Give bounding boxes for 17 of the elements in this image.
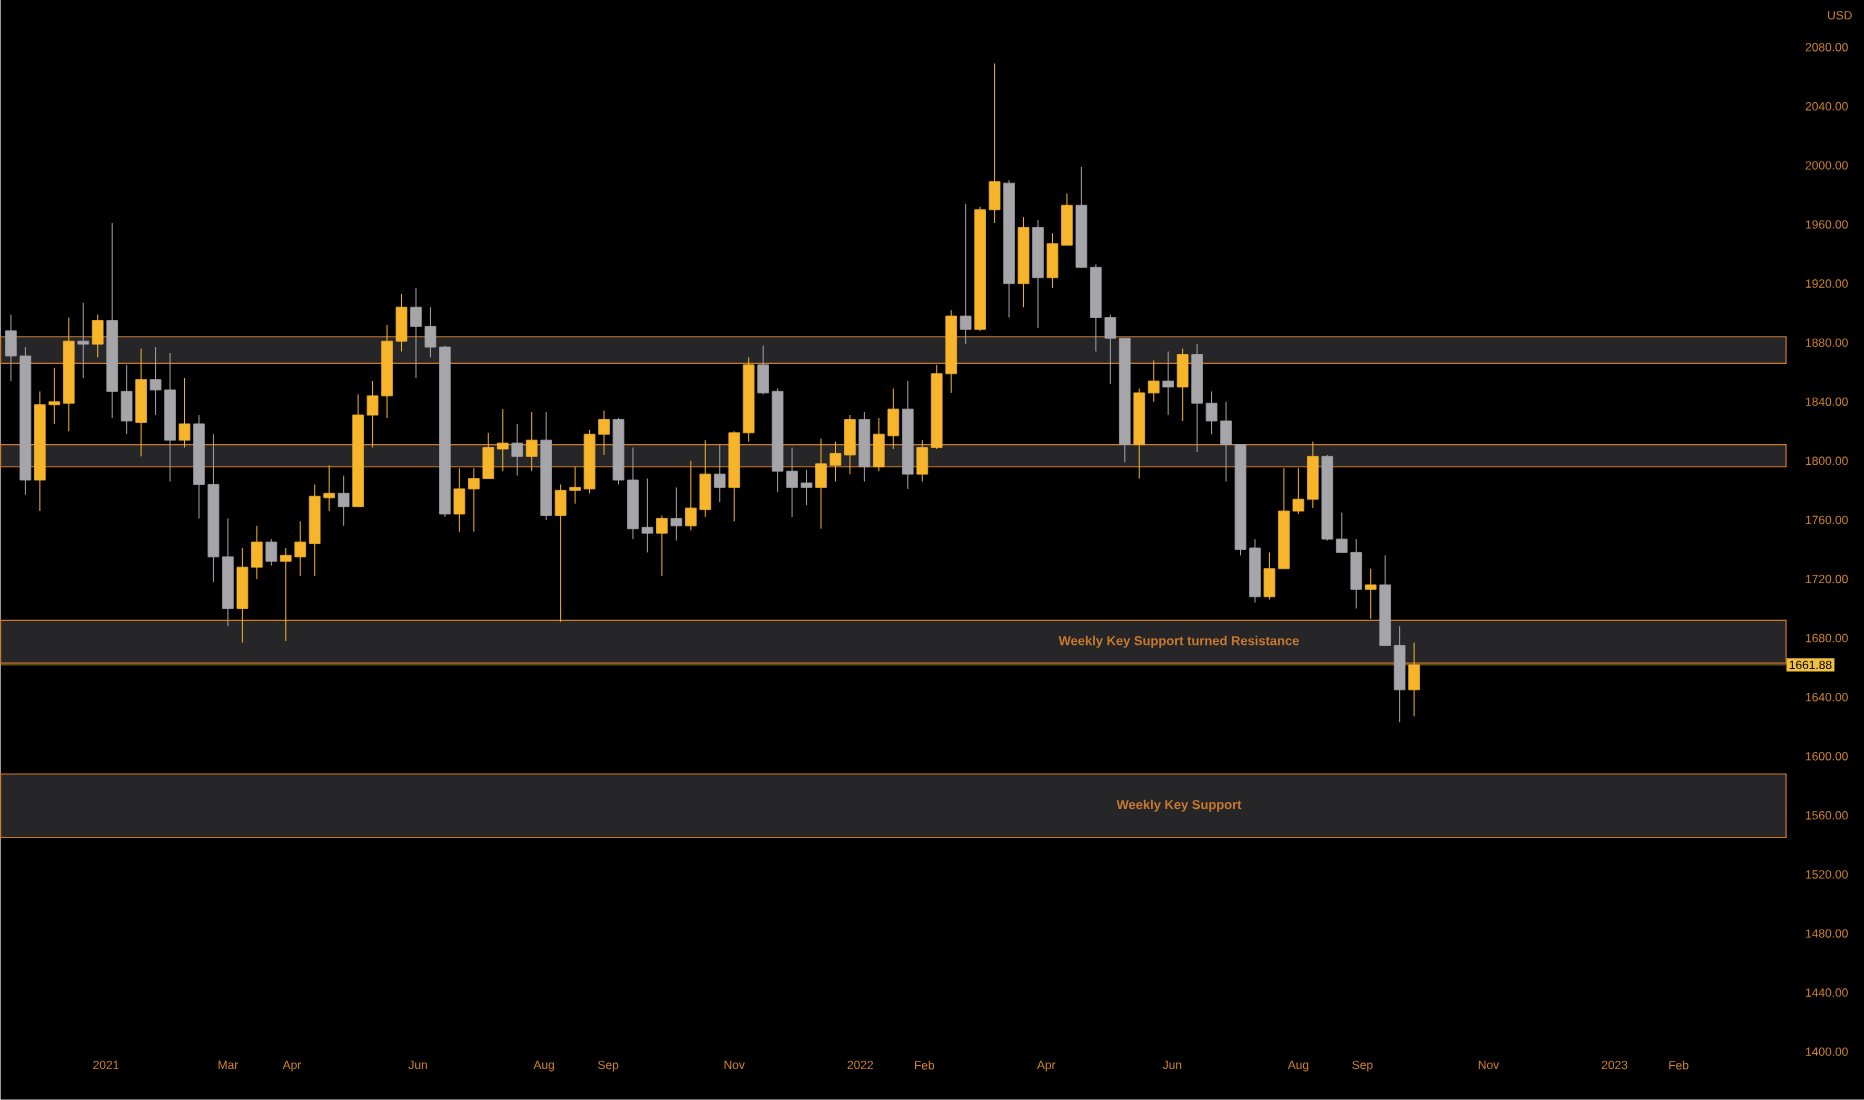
candlestick <box>91 314 104 359</box>
candlestick <box>525 411 538 472</box>
candlestick <box>670 487 683 542</box>
candlestick <box>1162 351 1174 416</box>
candlestick <box>713 444 726 503</box>
candlestick <box>77 302 90 379</box>
candlestick <box>511 423 523 477</box>
candlestick <box>337 475 350 527</box>
candlestick <box>1176 348 1189 422</box>
candlestick <box>135 348 147 458</box>
candlestick <box>656 515 668 577</box>
candlestick <box>858 411 871 483</box>
candlestick <box>265 538 278 567</box>
candlestick <box>1408 642 1420 718</box>
candlestick <box>178 377 191 449</box>
candlestick <box>1364 568 1377 620</box>
candlestick <box>959 203 972 345</box>
